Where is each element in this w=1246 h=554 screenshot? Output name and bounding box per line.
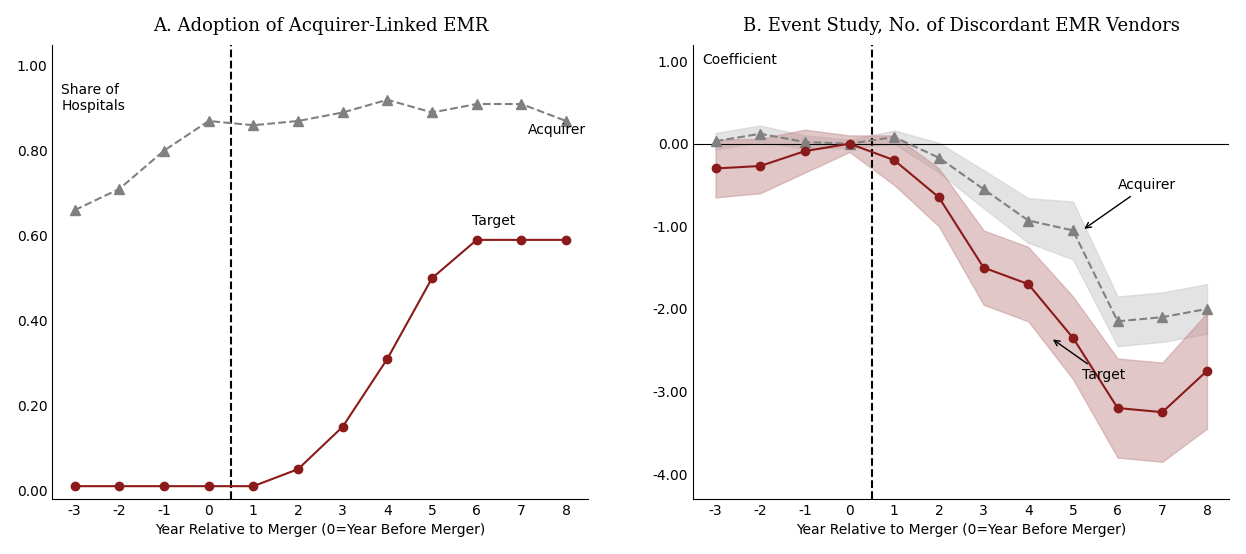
Text: Share of
Hospitals: Share of Hospitals [61, 83, 125, 113]
Title: B. Event Study, No. of Discordant EMR Vendors: B. Event Study, No. of Discordant EMR Ve… [743, 17, 1180, 35]
Text: Acquirer: Acquirer [1085, 178, 1176, 228]
Title: A. Adoption of Acquirer-Linked EMR: A. Adoption of Acquirer-Linked EMR [153, 17, 488, 35]
Text: Target: Target [1054, 340, 1125, 382]
Text: Target: Target [472, 214, 516, 228]
X-axis label: Year Relative to Merger (0=Year Before Merger): Year Relative to Merger (0=Year Before M… [796, 524, 1126, 537]
Text: Acquirer: Acquirer [528, 123, 586, 137]
Text: Coefficient: Coefficient [703, 53, 778, 67]
X-axis label: Year Relative to Merger (0=Year Before Merger): Year Relative to Merger (0=Year Before M… [156, 524, 486, 537]
